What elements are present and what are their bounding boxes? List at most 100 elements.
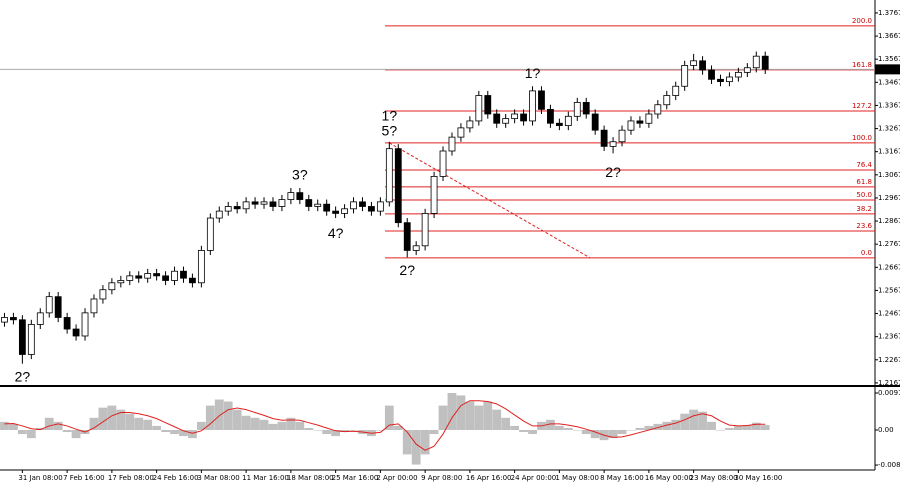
macd-bar	[205, 405, 215, 430]
candle-body	[242, 201, 250, 210]
candle-body	[743, 67, 751, 73]
candle-body	[699, 60, 706, 71]
macd-bar	[384, 405, 394, 430]
candle-body	[206, 217, 214, 251]
x-tick-label: 18 Mar 08:00	[287, 474, 334, 482]
macd-bar	[98, 407, 108, 430]
candle-body	[233, 206, 241, 210]
macd-bar	[680, 413, 690, 430]
macd-bar	[295, 421, 305, 430]
macd-bar	[161, 429, 170, 433]
candle-body	[341, 208, 348, 214]
macd-bar	[519, 429, 528, 433]
macd-bar	[259, 419, 269, 430]
macd-bar	[492, 409, 502, 430]
y-tick-label: 0.0091	[878, 389, 900, 397]
x-tick-label: 2 Apr 00:00	[376, 474, 417, 482]
macd-bar	[134, 417, 144, 430]
y-tick-label: 1.3167	[878, 148, 900, 156]
candle-body	[45, 296, 53, 314]
y-tick-label: 1.3267	[878, 125, 900, 133]
candle-body	[761, 55, 769, 70]
macd-bar	[188, 429, 197, 439]
candle-body	[582, 102, 590, 115]
candle-body	[529, 90, 536, 122]
macd-bar	[241, 415, 251, 430]
candle-body	[421, 213, 429, 247]
macd-bar	[590, 429, 600, 439]
macd-bar	[322, 429, 332, 435]
macd-bar	[232, 409, 242, 430]
candle-body	[305, 199, 313, 207]
macd-bar	[71, 429, 81, 439]
candle-body	[726, 76, 733, 83]
macd-bar	[742, 425, 752, 430]
candle-body	[412, 245, 420, 251]
macd-bar	[447, 393, 457, 430]
x-tick-label: 8 May 16:00	[600, 474, 644, 482]
macd-bar	[107, 405, 117, 430]
fib-label: 50.0	[856, 191, 872, 199]
candle-body	[90, 298, 98, 314]
macd-bar	[474, 405, 484, 430]
x-tick-label: 3 Mar 08:00	[197, 474, 239, 482]
candle-body	[564, 115, 572, 126]
candle-body	[314, 203, 322, 207]
x-tick-label: 7 Feb 16:00	[63, 474, 104, 482]
candle-body	[144, 273, 152, 279]
candle-body	[368, 206, 375, 212]
macd-bar	[402, 429, 412, 455]
candle-body	[385, 148, 393, 203]
candle-body	[224, 206, 232, 212]
macd-bar	[53, 421, 63, 430]
macd-bar	[635, 427, 645, 430]
y-tick-label: -0.00862	[878, 461, 900, 469]
candle-body	[36, 312, 44, 325]
candle-body	[609, 141, 617, 147]
macd-bar	[707, 421, 716, 430]
candle-body	[189, 277, 196, 284]
candle-body	[332, 210, 340, 214]
fib-label: 127.2	[852, 102, 872, 110]
y-tick-label: 1.2367	[878, 333, 900, 341]
macd-bar	[662, 421, 672, 430]
candle-body	[278, 199, 286, 207]
macd-bar	[375, 429, 385, 431]
macd-bar	[349, 429, 358, 431]
candle-body	[251, 201, 259, 205]
macd-bar	[143, 419, 153, 430]
macd-bar	[286, 417, 296, 430]
macd-bar	[62, 429, 72, 433]
candle-body	[439, 150, 447, 177]
candle-body	[81, 312, 89, 337]
macd-bar	[528, 429, 537, 435]
macd-bar	[456, 395, 466, 430]
candle-body	[591, 113, 599, 131]
macd-bar	[331, 429, 341, 437]
macd-bar	[716, 429, 725, 431]
macd-bar	[653, 423, 663, 430]
y-tick-label: 1.3367	[878, 101, 900, 109]
candle-body	[269, 201, 277, 207]
macd-bar	[733, 425, 743, 430]
macd-bar	[44, 417, 54, 430]
x-tick-label: 9 Apr 08:00	[421, 474, 462, 482]
macd-bar	[152, 425, 162, 430]
macd-bar	[304, 427, 314, 430]
macd-bar	[725, 427, 734, 430]
macd-bar	[751, 422, 761, 430]
candle-body	[520, 113, 527, 122]
fib-label: 23.6	[856, 222, 872, 230]
macd-bar	[268, 423, 278, 430]
last-price-label: 1.3523	[877, 65, 900, 73]
fib-trendline	[389, 142, 591, 259]
macd-bar	[35, 427, 45, 430]
candle-body	[403, 222, 411, 251]
y-tick-label: 0.00	[878, 426, 894, 434]
wave-label: 4?	[328, 225, 344, 241]
y-tick-label: 1.2767	[878, 240, 900, 248]
macd-bar	[429, 429, 439, 435]
fib-label: 161.8	[852, 61, 872, 69]
candle-body	[547, 108, 554, 124]
